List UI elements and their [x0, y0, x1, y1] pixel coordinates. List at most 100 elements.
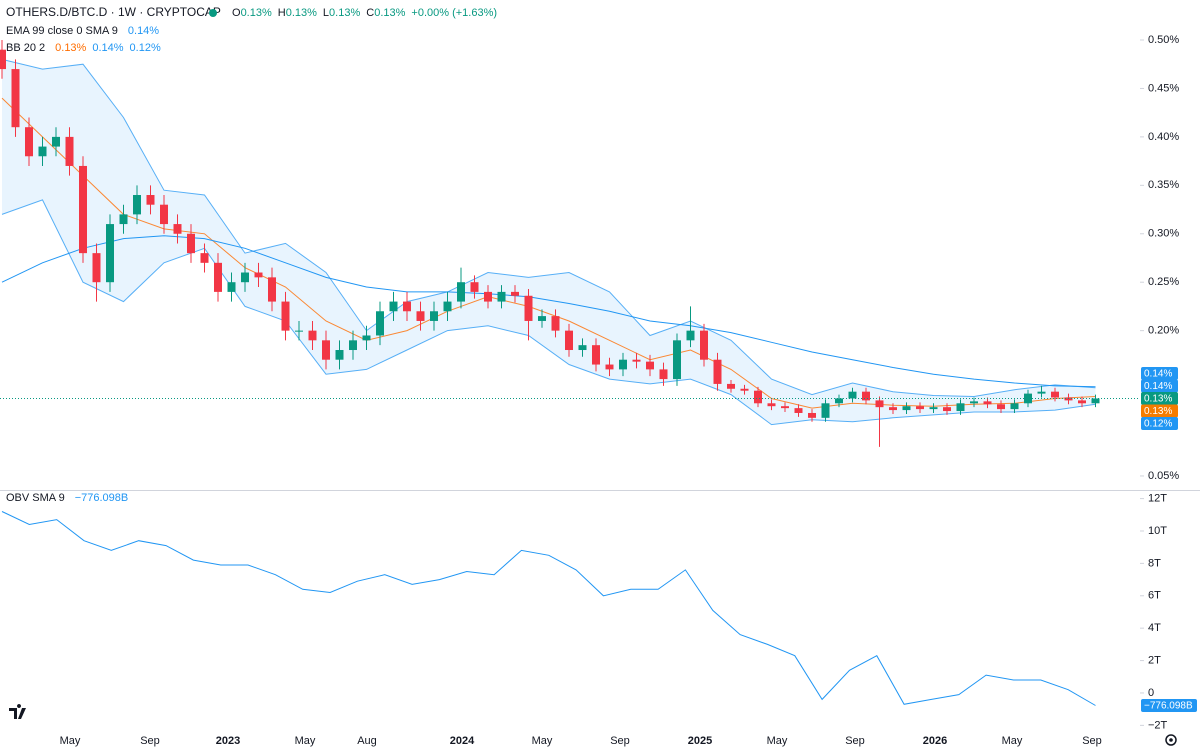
symbol-title: OTHERS.D/BTC.D · 1W · CRYPTOCAP	[6, 5, 221, 19]
candle-body	[889, 407, 897, 411]
price-tag-label: 0.12%	[1144, 419, 1172, 430]
candle-body	[268, 277, 276, 302]
x-tick-label: May	[60, 735, 81, 747]
candle-body	[1010, 403, 1019, 410]
candle-body	[794, 408, 803, 413]
candle-body	[79, 165, 87, 254]
settings-gear[interactable]	[1165, 734, 1177, 746]
candle-body	[1051, 391, 1059, 398]
candle-body	[403, 301, 411, 312]
candle-body	[902, 406, 911, 411]
candle-body	[11, 69, 20, 128]
y-tick-label: 0.50%	[1148, 34, 1179, 46]
obv-line	[1, 511, 1096, 706]
candle-body	[848, 391, 857, 399]
x-tick-label: 2026	[923, 735, 947, 747]
bb-legend: BB 20 2 0.13% 0.14% 0.12%	[6, 42, 161, 54]
price-tag	[1141, 404, 1178, 418]
x-tick-label: Sep	[610, 735, 630, 747]
y-tick-label: 6T	[1148, 590, 1161, 602]
candle-body	[821, 403, 830, 418]
candle-body	[1024, 393, 1032, 404]
x-tick-label: 2024	[450, 735, 475, 747]
candle-body	[659, 369, 668, 380]
candle-body	[781, 406, 789, 409]
candle-body	[862, 391, 870, 401]
candle-body	[551, 316, 560, 331]
candle-body	[511, 291, 519, 296]
candle-body	[416, 311, 425, 321]
x-tick-label: Sep	[140, 735, 160, 747]
x-tick-label: Sep	[845, 735, 865, 747]
candle-body	[25, 127, 33, 157]
candle-body	[497, 291, 506, 302]
candle-body	[916, 406, 924, 410]
gear-hub[interactable]	[1169, 738, 1173, 742]
candle-body	[686, 330, 695, 341]
obv-tag-label: −776.098B	[1144, 701, 1193, 712]
candle-body	[106, 224, 114, 283]
x-tick-label: Aug	[357, 735, 377, 747]
candle-body	[1037, 391, 1046, 394]
candle-body	[484, 291, 492, 302]
candle-body	[227, 282, 236, 292]
candle-body	[578, 345, 587, 351]
price-tag-label: 0.13%	[1144, 394, 1172, 405]
y-tick-label: 0.20%	[1148, 325, 1179, 337]
candle-body	[970, 401, 978, 404]
candle-body	[740, 388, 749, 391]
price-tag-label: 0.13%	[1144, 406, 1172, 417]
ema-legend: EMA 99 close 0 SMA 9 0.14%	[6, 25, 159, 37]
candle-body	[376, 311, 384, 336]
price-tag	[1141, 416, 1178, 430]
y-tick-label: 0.40%	[1148, 131, 1179, 143]
candle-body	[538, 316, 546, 321]
candle-body	[929, 407, 938, 410]
candle-body	[1078, 400, 1086, 404]
price-tag	[1141, 391, 1178, 405]
y-tick-label: 2T	[1148, 654, 1161, 666]
x-tick-label: May	[1002, 735, 1023, 747]
candle-body	[767, 403, 776, 407]
candle-body	[619, 359, 627, 370]
candle-body	[524, 295, 533, 321]
candle-body	[133, 195, 141, 215]
candle-body	[92, 253, 101, 283]
status-dot	[209, 9, 217, 17]
candle-body	[646, 361, 654, 370]
x-tick-label: May	[767, 735, 788, 747]
candle-body	[943, 407, 951, 412]
ohlc-legend: O0.13% H0.13% L0.13% C0.13% +0.00% (+1.63%)	[232, 7, 497, 19]
candle-body	[808, 412, 816, 418]
candle-body	[241, 272, 249, 283]
candle-body	[727, 383, 735, 389]
candle-body	[335, 350, 344, 360]
candle-body	[700, 330, 708, 360]
candle-body	[997, 404, 1005, 410]
candle-body	[389, 301, 398, 312]
candle-body	[146, 195, 155, 205]
price-tag	[1141, 366, 1178, 380]
candle-body	[349, 340, 357, 351]
logo-box	[6, 702, 32, 724]
x-tick-label: Sep	[1082, 735, 1102, 747]
x-tick-label: 2025	[688, 735, 712, 747]
candle-body	[875, 400, 884, 408]
logo-glyph	[9, 704, 26, 719]
candle-body	[443, 301, 452, 312]
y-tick-label: 10T	[1148, 525, 1167, 537]
y-tick-label: 0.35%	[1148, 179, 1179, 191]
y-tick-label: 0.05%	[1148, 470, 1179, 482]
gear-ring[interactable]	[1165, 734, 1177, 746]
candle-body	[200, 253, 209, 263]
y-tick-label: 0.25%	[1148, 276, 1179, 288]
candle-body	[173, 224, 182, 234]
candle-body	[754, 390, 762, 404]
candle-body	[673, 340, 681, 380]
y-tick-label: −2T	[1148, 719, 1168, 731]
obv-tag	[1141, 699, 1197, 713]
candle-body	[160, 204, 168, 225]
candle-body	[430, 311, 438, 321]
x-tick-label: May	[295, 735, 316, 747]
candle-body	[281, 301, 290, 331]
